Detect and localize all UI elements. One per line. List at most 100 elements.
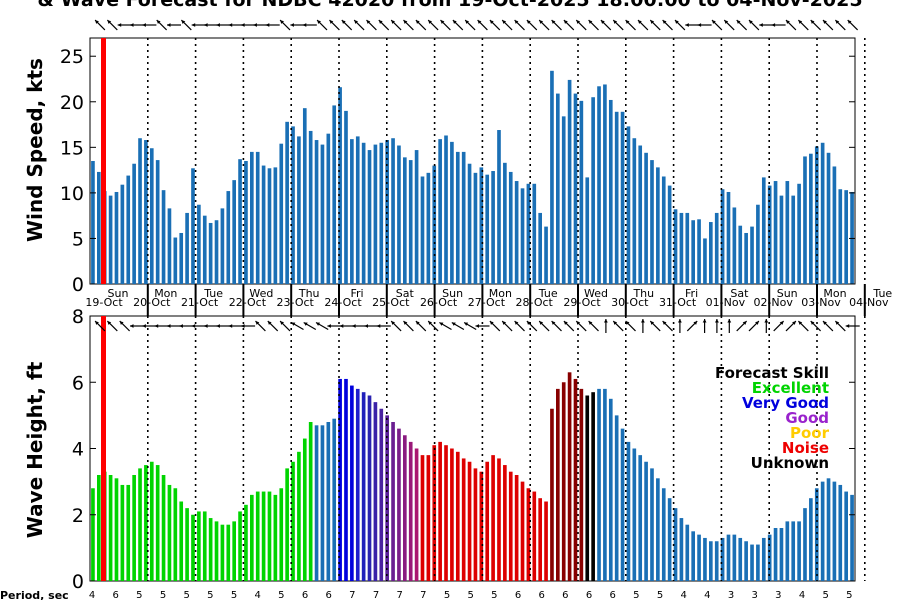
wave-direction-arrowhead	[179, 324, 183, 328]
wind-speed-tick-label: 10	[60, 183, 84, 205]
wave-direction-arrowhead	[563, 321, 568, 325]
wind-speed-bar	[767, 185, 772, 284]
wave-direction-arrowhead	[339, 324, 344, 328]
wave-height-bar	[597, 388, 601, 582]
wave-height-bar	[814, 488, 819, 581]
wave-height-bar	[714, 541, 719, 581]
wave-direction-arrowhead	[742, 321, 747, 325]
wind-speed-bar	[679, 212, 684, 284]
wave-height-bar	[308, 422, 313, 581]
wave-height-bar	[232, 521, 236, 582]
wave-height-bar	[585, 395, 590, 581]
wind-direction-arrowhead	[477, 20, 482, 24]
wave-direction-arrowhead	[464, 322, 469, 326]
wave-direction-arrowhead	[191, 324, 196, 328]
wave-height-bar	[620, 428, 625, 582]
day-label: Tue	[538, 287, 558, 300]
wind-direction-arrowhead	[697, 23, 702, 27]
wave-height-bar	[261, 491, 266, 581]
wind-speed-bar	[514, 181, 519, 284]
wave-height-bar	[408, 441, 413, 582]
wind-direction-arrowhead	[117, 23, 122, 27]
wave-height-bar	[491, 455, 495, 582]
wave-height-bar	[273, 494, 278, 582]
legend-title: Forecast Skill	[715, 364, 829, 382]
wave-direction-arrowhead	[693, 321, 698, 325]
date-label: 19-Oct	[85, 296, 123, 309]
wind-direction-arrowhead	[662, 20, 667, 24]
wave-direction-arrowhead	[625, 321, 630, 325]
wind-direction-arrowhead	[142, 23, 146, 27]
wave-height-bar	[197, 511, 201, 581]
wind-speed-bar	[450, 141, 454, 284]
wind-direction-arrowhead	[290, 23, 294, 27]
wave-height-bar	[761, 537, 766, 581]
wind-speed-bar	[508, 171, 513, 284]
wind-direction-arrowhead	[810, 20, 815, 24]
wave-height-bar	[532, 491, 537, 581]
wave-direction-arrowhead	[526, 321, 531, 325]
date-label: 21-Oct	[181, 296, 219, 309]
wind-speed-bar	[585, 177, 590, 284]
wind-speed-bar	[573, 93, 578, 284]
wave-height-bar	[579, 388, 584, 582]
wave-height-bar	[244, 504, 248, 581]
wind-direction-arrowhead	[489, 20, 494, 24]
wind-speed-bar	[361, 142, 366, 284]
wind-direction-arrowhead	[107, 20, 112, 24]
wave-direction-arrowhead	[216, 324, 220, 328]
period-label: 5	[822, 590, 828, 600]
period-label: 6	[112, 590, 118, 600]
wave-height-bar	[667, 498, 672, 581]
wind-speed-bar	[691, 220, 695, 284]
period-label: 7	[373, 590, 379, 600]
wave-direction-arrowhead	[835, 321, 840, 325]
wave-direction-arrowhead	[823, 321, 827, 325]
wave-height-bar	[832, 481, 837, 582]
wind-speed-bar	[803, 156, 807, 284]
period-label: 7	[396, 590, 402, 600]
wave-height-bar	[820, 481, 825, 582]
wave-height-bar	[432, 445, 437, 581]
day-label: Fri	[685, 287, 698, 300]
wave-direction-arrowhead	[391, 321, 395, 325]
date-label: 02-Nov	[753, 296, 793, 309]
wind-speed-bar	[273, 167, 278, 284]
wind-speed-bar	[697, 219, 701, 284]
wind-speed-bar	[367, 150, 372, 284]
wind-direction-arrowhead	[241, 23, 245, 27]
wave-height-bar	[191, 514, 195, 581]
wind-speed-bar	[420, 176, 425, 284]
wave-direction-arrowhead	[514, 321, 519, 325]
wave-height-bar	[332, 418, 337, 581]
period-label: 3	[751, 590, 757, 600]
wave-height-bar	[438, 441, 442, 582]
wind-direction-arrowhead	[576, 20, 581, 24]
wind-speed-bar	[285, 121, 289, 284]
wave-height-bar	[361, 392, 366, 581]
wave-height-bar	[703, 537, 707, 581]
wind-speed-bar	[308, 130, 313, 284]
wind-speed-bar	[373, 144, 378, 284]
wave-height-bar	[809, 498, 813, 581]
wind-speed-bar	[709, 222, 713, 284]
wind-speed-bar	[838, 189, 843, 284]
wind-speed-bar	[773, 181, 778, 284]
wind-direction-arrowhead	[403, 20, 408, 24]
wind-speed-axis-label: Wind Speed, kts	[23, 58, 47, 242]
period-label: 7	[349, 590, 355, 600]
wave-height-bar	[185, 508, 189, 582]
wind-speed-tick-label: 20	[60, 92, 84, 114]
wind-speed-bar	[149, 148, 154, 284]
date-label: 04-Nov	[849, 296, 889, 309]
wind-speed-bar	[326, 133, 331, 284]
wave-height-tick-label: 2	[72, 505, 84, 527]
date-label: 28-Oct	[516, 296, 554, 309]
wind-direction-arrowhead	[638, 20, 642, 24]
period-label: 6	[515, 590, 521, 600]
wave-height-bar	[108, 475, 113, 581]
wind-speed-bar	[426, 172, 431, 284]
wind-speed-tick-label: 25	[60, 46, 84, 68]
wave-direction-arrowhead	[451, 322, 456, 326]
wave-height-bar	[144, 465, 148, 581]
